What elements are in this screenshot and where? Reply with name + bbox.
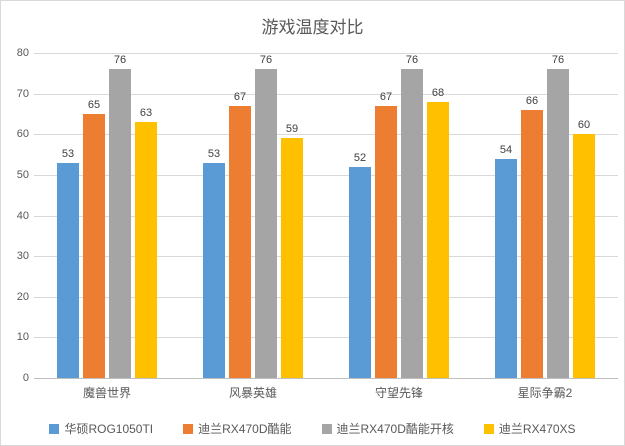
x-axis-line (34, 378, 618, 379)
bar-value-label: 63 (139, 107, 153, 120)
bar-series2-cat2: 76 (401, 54, 423, 378)
gridline-60 (34, 134, 618, 136)
x-axis-category-labels: 魔兽世界 风暴英雄 守望先锋 星际争霸2 (34, 384, 618, 401)
bar-group-2: 52 67 76 68 (326, 53, 472, 378)
legend-marker-icon (483, 423, 494, 434)
bar-value-label: 59 (285, 123, 299, 136)
gridline-20 (34, 296, 618, 298)
bar-series2-cat3: 76 (547, 54, 569, 378)
bar-series1-cat1: 67 (229, 91, 251, 378)
bar-group-1: 53 67 76 59 (180, 53, 326, 378)
bar-value-label: 60 (577, 119, 591, 132)
bar-group-3: 54 66 76 60 (472, 53, 618, 378)
legend-marker-icon (183, 423, 194, 434)
gridline-30 (34, 256, 618, 258)
legend-label: 迪兰RX470D酷能 (198, 422, 292, 436)
bar-value-label: 54 (499, 143, 513, 156)
bar-series1-cat2: 67 (375, 91, 397, 378)
bar-series2-cat0: 76 (109, 54, 131, 378)
bar-value-label: 76 (259, 54, 273, 67)
xlabel-1: 风暴英雄 (228, 386, 277, 400)
bar-value-label: 76 (113, 54, 127, 67)
bar-series0-cat1: 53 (203, 148, 225, 378)
ytick-label-50: 50 (16, 168, 29, 181)
xlabel-3: 星际争霸2 (517, 386, 573, 400)
legend-label: 迪兰RX470D酷能开核 (336, 422, 454, 436)
bar-series1-cat3: 66 (521, 95, 543, 378)
bar-series0-cat3: 54 (495, 144, 517, 378)
bar-value-label: 76 (551, 54, 565, 67)
legend-item-1: 迪兰RX470D酷能 (183, 420, 292, 437)
legend-label: 华硕ROG1050TI (64, 422, 154, 436)
ytick-label-40: 40 (16, 209, 29, 222)
ytick-label-0: 0 (22, 372, 29, 384)
ytick-label-80: 80 (16, 47, 29, 59)
bar-value-label: 67 (233, 90, 247, 103)
gridline-70 (34, 93, 618, 95)
ytick-label-70: 70 (16, 87, 29, 100)
xlabel-0: 魔兽世界 (82, 386, 131, 400)
gridline-10 (34, 337, 618, 339)
bar-series0-cat2: 52 (349, 152, 371, 378)
gridline-80 (34, 53, 618, 54)
xlabel-2: 守望先锋 (374, 386, 423, 400)
bar-series3-cat0: 63 (135, 107, 157, 378)
bar-series2-cat1: 76 (255, 54, 277, 378)
bar-series3-cat2: 68 (427, 87, 449, 378)
bar-series3-cat1: 59 (281, 123, 303, 378)
bar-value-label: 68 (431, 86, 445, 99)
legend-marker-icon (321, 423, 332, 434)
gridline-50 (34, 174, 618, 176)
legend-item-0: 华硕ROG1050TI (49, 420, 153, 437)
chart-title: 游戏温度对比 (261, 18, 364, 37)
legend-item-3: 迪兰RX470XS (483, 420, 576, 437)
bar-value-label: 52 (353, 151, 367, 164)
bar-series1-cat0: 65 (83, 99, 105, 378)
chart-legend: 华硕ROG1050TI 迪兰RX470D酷能 迪兰RX470D酷能开核 迪兰RX470… (1, 420, 624, 437)
legend-marker-icon (49, 423, 60, 434)
ytick-label-20: 20 (16, 290, 29, 303)
bar-value-label: 53 (207, 147, 221, 160)
bar-value-label: 65 (87, 98, 101, 111)
ytick-label-10: 10 (16, 331, 29, 344)
bars-layer: 53 65 76 63 53 67 76 59 52 67 76 68 54 66 76 60 (34, 53, 618, 378)
bar-series3-cat3: 60 (573, 119, 595, 378)
bar-group-0: 53 65 76 63 (34, 53, 180, 378)
ytick-label-30: 30 (16, 250, 29, 263)
ytick-label-60: 60 (16, 128, 29, 141)
legend-label: 迪兰RX470XS (498, 422, 576, 436)
plot-area: 53 65 76 63 53 67 76 59 52 67 76 68 54 66 76 60 (34, 53, 618, 379)
legend-item-2: 迪兰RX470D酷能开核 (321, 420, 454, 437)
bar-value-label: 53 (61, 147, 75, 160)
bar-value-label: 76 (405, 54, 419, 67)
gridline-40 (34, 215, 618, 217)
bar-value-label: 66 (525, 94, 539, 107)
bar-value-label: 67 (379, 90, 393, 103)
bar-series0-cat0: 53 (57, 148, 79, 378)
